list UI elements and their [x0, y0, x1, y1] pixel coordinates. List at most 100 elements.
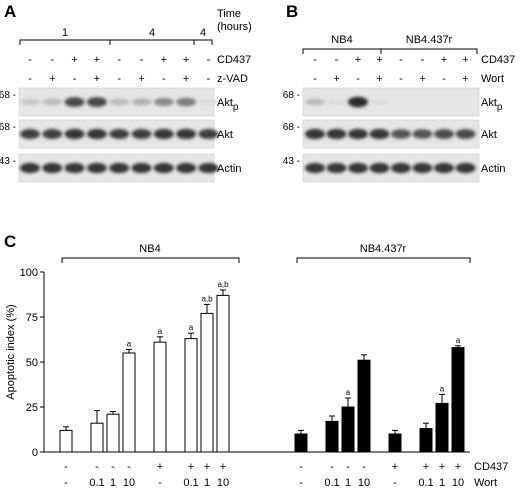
blot-band [176, 162, 197, 174]
wort-condition: 1 [345, 477, 351, 488]
mw-marker: 43 - [283, 156, 300, 167]
a-cd437-sign: - [207, 54, 211, 66]
a-cd437-sign: - [140, 54, 144, 66]
wort-condition: 10 [217, 477, 229, 488]
y-tick-label: 100 [20, 267, 38, 279]
a-cd437-sign: - [50, 54, 54, 66]
b-wort-sign: - [442, 73, 446, 85]
significance-label: a [456, 336, 461, 345]
a-zvad-sign: - [162, 73, 166, 85]
significance-label: a [127, 339, 132, 348]
blot-band [64, 128, 85, 140]
blot-band [153, 97, 174, 107]
bar [200, 312, 214, 453]
wort-condition: 0.1 [418, 477, 433, 488]
y-axis-label: Apoptotic index (%) [5, 304, 17, 399]
b-wort-sign: + [462, 73, 468, 85]
panel-b-wort-label: Wort [481, 73, 504, 85]
group-bracket-nb4437r [296, 257, 471, 263]
a-zvad-sign: + [183, 73, 189, 85]
bar [294, 433, 308, 453]
a-zvad-sign: + [138, 73, 144, 85]
cd437-condition: - [64, 461, 68, 473]
bar [59, 429, 73, 453]
blot-band [412, 162, 433, 174]
panel-c-letter: C [4, 232, 16, 251]
wort-condition: 1 [204, 477, 210, 488]
panel-b-cd437-label: CD437 [481, 54, 515, 66]
time-label-1: 1 [62, 27, 68, 39]
wort-condition: 0.1 [183, 477, 198, 488]
blot-band [434, 162, 454, 174]
blot-band [434, 129, 454, 139]
bar [388, 433, 402, 453]
bar [216, 294, 230, 453]
time-label-2: 4 [149, 27, 155, 39]
blot-band [369, 128, 390, 140]
blot-band [176, 97, 197, 107]
bar [106, 413, 120, 453]
wort-condition: - [393, 477, 397, 488]
cd437-condition: + [188, 461, 194, 473]
bar [184, 338, 198, 453]
significance-label: a [158, 327, 163, 336]
group-label-nb4437r: NB4.437r [360, 243, 407, 255]
panel-a-zvad-label: z-VAD [217, 73, 248, 85]
time-bracket-3 [193, 39, 213, 45]
blot-band [305, 128, 325, 140]
blot-band [109, 162, 130, 174]
b-cd437-sign: + [376, 54, 382, 66]
wort-condition: - [299, 477, 303, 488]
blot-band [369, 98, 390, 106]
a-cd437-sign: + [94, 54, 100, 66]
bar [341, 406, 355, 453]
b-cd437-sign: + [462, 54, 468, 66]
significance-label: a,b [201, 294, 213, 303]
cd437-condition: + [455, 461, 461, 473]
significance-label: a [189, 323, 194, 332]
a-cd437-sign: + [183, 54, 189, 66]
blot-band [86, 162, 107, 174]
chart-cd437-label: CD437 [474, 461, 508, 473]
blot-band [369, 162, 390, 174]
cd437-condition: - [299, 461, 303, 473]
b-blot-akt [302, 119, 480, 149]
wort-condition: 1 [439, 477, 445, 488]
mw-marker: 68 - [283, 122, 300, 133]
blot-band [198, 98, 219, 106]
blot-band [64, 97, 85, 107]
b-wort-sign: - [399, 73, 403, 85]
a-cd437-sign: - [28, 54, 32, 66]
y-tick-label: 0 [32, 447, 38, 459]
blot-band [131, 162, 152, 174]
b-cd437-sign: - [399, 54, 403, 66]
blot-band [42, 98, 63, 106]
blot-band [305, 98, 325, 106]
blot-band [86, 97, 107, 107]
blot-label: Akt [217, 129, 233, 141]
b-wort-sign: - [313, 73, 317, 85]
panel-a-letter: A [4, 2, 16, 21]
blot-band [198, 129, 219, 139]
a-zvad-sign: - [73, 73, 77, 85]
b-wort-sign: + [419, 73, 425, 85]
panel-a-time-header: Time [217, 8, 241, 20]
blot-band [20, 162, 40, 174]
group-bracket-nb4 [61, 257, 240, 263]
bar [357, 359, 371, 453]
bar [435, 402, 449, 453]
wort-condition: 0.1 [324, 477, 339, 488]
a-zvad-sign: + [49, 73, 55, 85]
b-bracket-nb4437r [380, 48, 478, 54]
blot-label: Actin [217, 163, 241, 175]
panel-b-letter: B [286, 2, 298, 21]
cd437-condition: - [362, 461, 366, 473]
significance-label: a [346, 388, 351, 397]
wort-condition: 0.1 [89, 477, 104, 488]
blot-band [176, 128, 197, 140]
blot-band [64, 162, 85, 174]
blot-band [326, 98, 347, 106]
cd437-condition: + [157, 461, 163, 473]
b-wort-sign: + [376, 73, 382, 85]
